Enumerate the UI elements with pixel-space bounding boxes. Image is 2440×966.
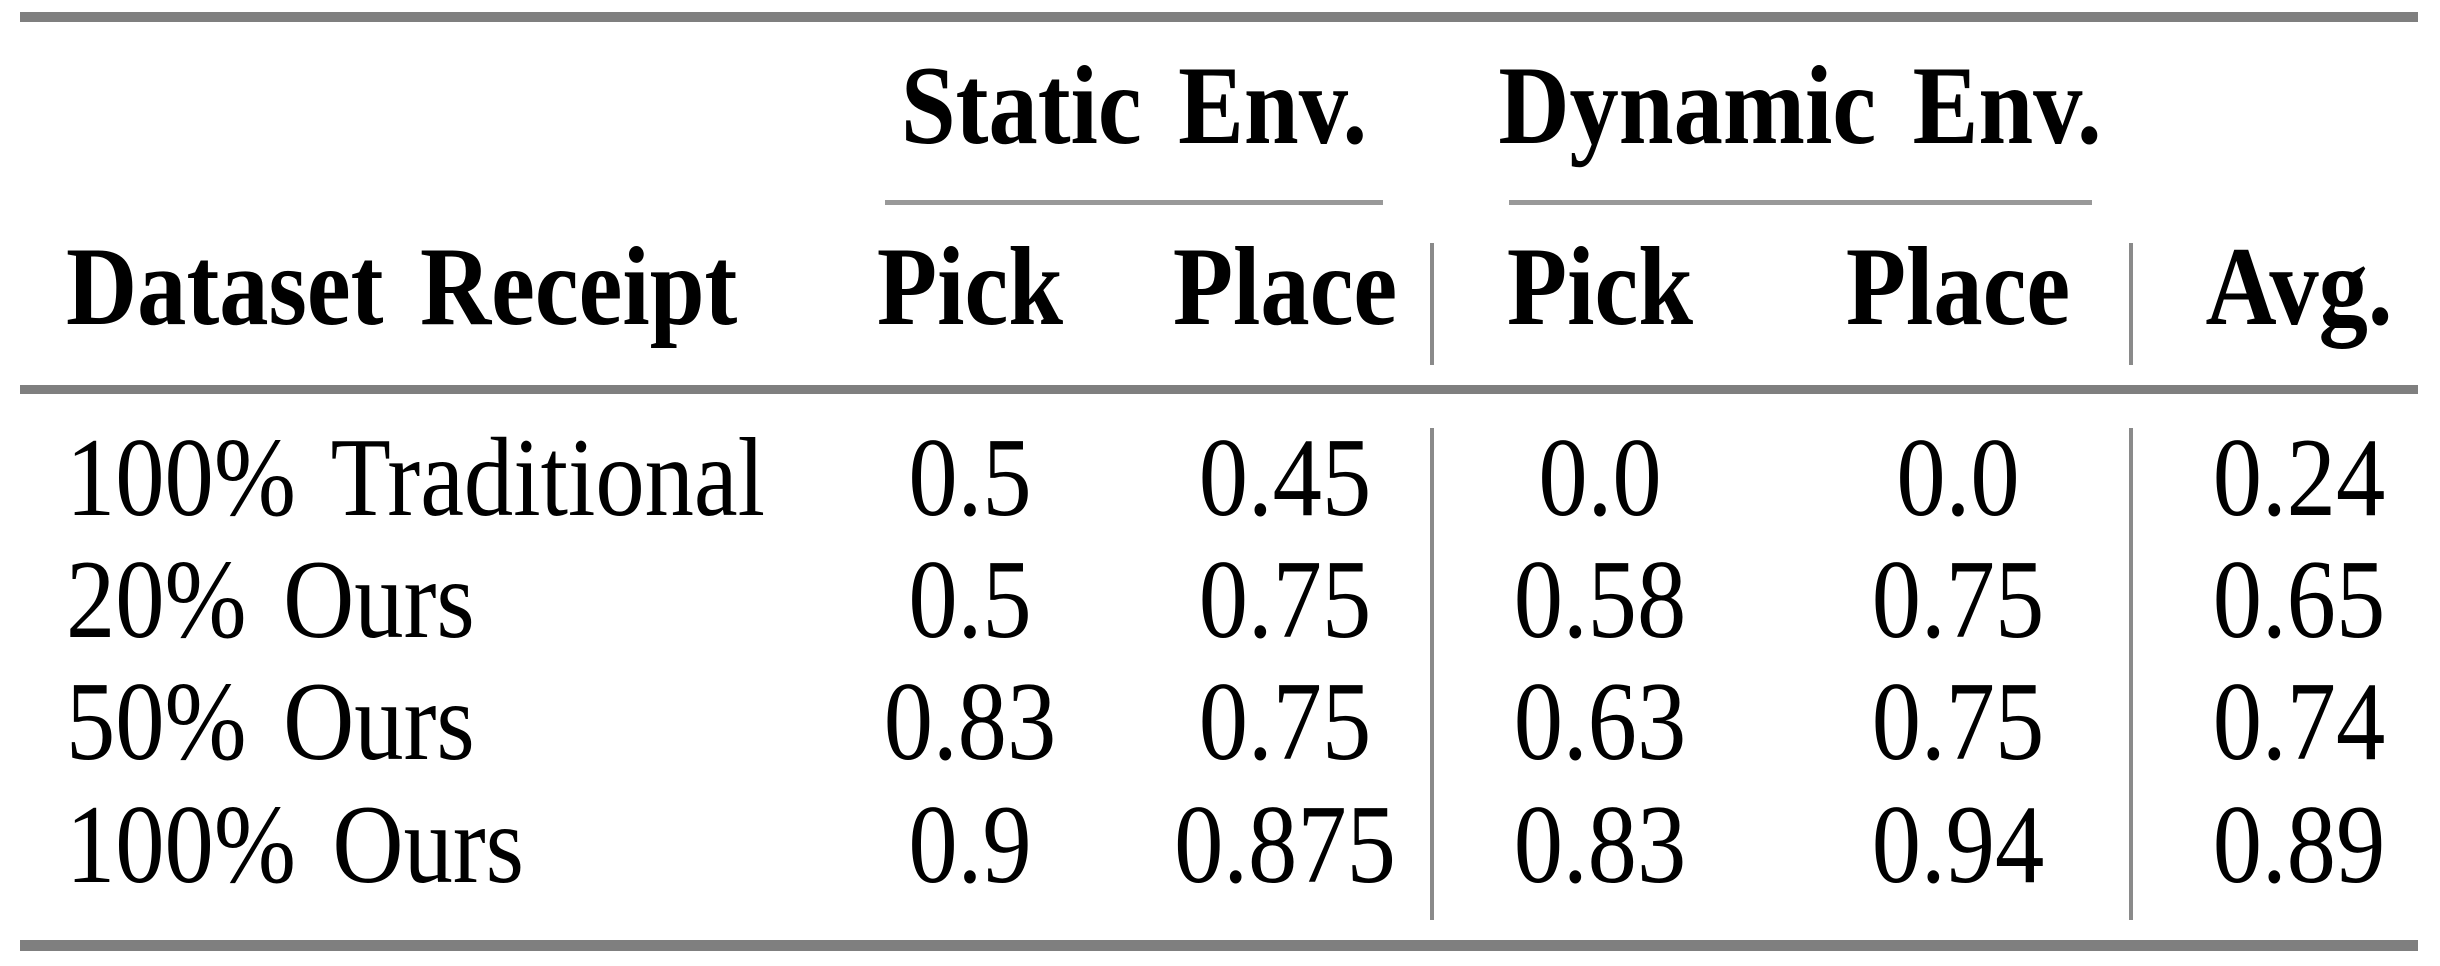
cell-dynamic-place: 0.75: [1871, 660, 2045, 784]
cell-dynamic-pick: 0.58: [1513, 538, 1687, 662]
row-label: 20% Ours: [66, 538, 475, 662]
divider-dynamic-avg-body: [2129, 428, 2133, 920]
column-header-dynamic-pick: Pick: [1506, 225, 1694, 349]
divider-static-dynamic-header: [1430, 243, 1434, 365]
cell-static-place: 0.75: [1198, 538, 1372, 662]
divider-static-dynamic-body: [1430, 428, 1434, 920]
cell-dynamic-place: 0.0: [1896, 416, 2020, 540]
row-label: 50% Ours: [66, 660, 475, 784]
cell-avg: 0.65: [2212, 538, 2386, 662]
row-label: 100% Traditional: [66, 416, 766, 540]
cell-static-pick: 0.83: [883, 660, 1057, 784]
bottom-rule: [20, 940, 2418, 951]
cell-static-place: 0.875: [1174, 783, 1396, 907]
column-header-static-pick: Pick: [876, 225, 1064, 349]
cell-dynamic-place: 0.75: [1871, 538, 2045, 662]
dynamic-group-underline: [1509, 200, 2092, 205]
cell-dynamic-pick: 0.83: [1513, 783, 1687, 907]
group-header-dynamic-env: Dynamic Env.: [1498, 44, 2102, 168]
header-divider-rule: [20, 385, 2418, 394]
row-label: 100% Ours: [66, 783, 525, 907]
cell-static-pick: 0.9: [908, 783, 1032, 907]
column-header-dynamic-place: Place: [1845, 225, 2071, 349]
cell-dynamic-pick: 0.0: [1538, 416, 1662, 540]
top-rule: [20, 12, 2418, 22]
cell-static-pick: 0.5: [908, 538, 1032, 662]
cell-dynamic-pick: 0.63: [1513, 660, 1687, 784]
cell-avg: 0.89: [2212, 783, 2386, 907]
cell-dynamic-place: 0.94: [1871, 783, 2045, 907]
column-header-static-place: Place: [1172, 225, 1398, 349]
divider-dynamic-avg-header: [2129, 243, 2133, 365]
cell-avg: 0.74: [2212, 660, 2386, 784]
group-header-static-env: Static Env.: [900, 44, 1368, 168]
cell-static-pick: 0.5: [908, 416, 1032, 540]
cell-avg: 0.24: [2212, 416, 2386, 540]
cell-static-place: 0.75: [1198, 660, 1372, 784]
cell-static-place: 0.45: [1198, 416, 1372, 540]
column-header-avg: Avg.: [2205, 225, 2393, 349]
static-group-underline: [885, 200, 1383, 205]
column-header-dataset-receipt: Dataset Receipt: [66, 225, 738, 349]
